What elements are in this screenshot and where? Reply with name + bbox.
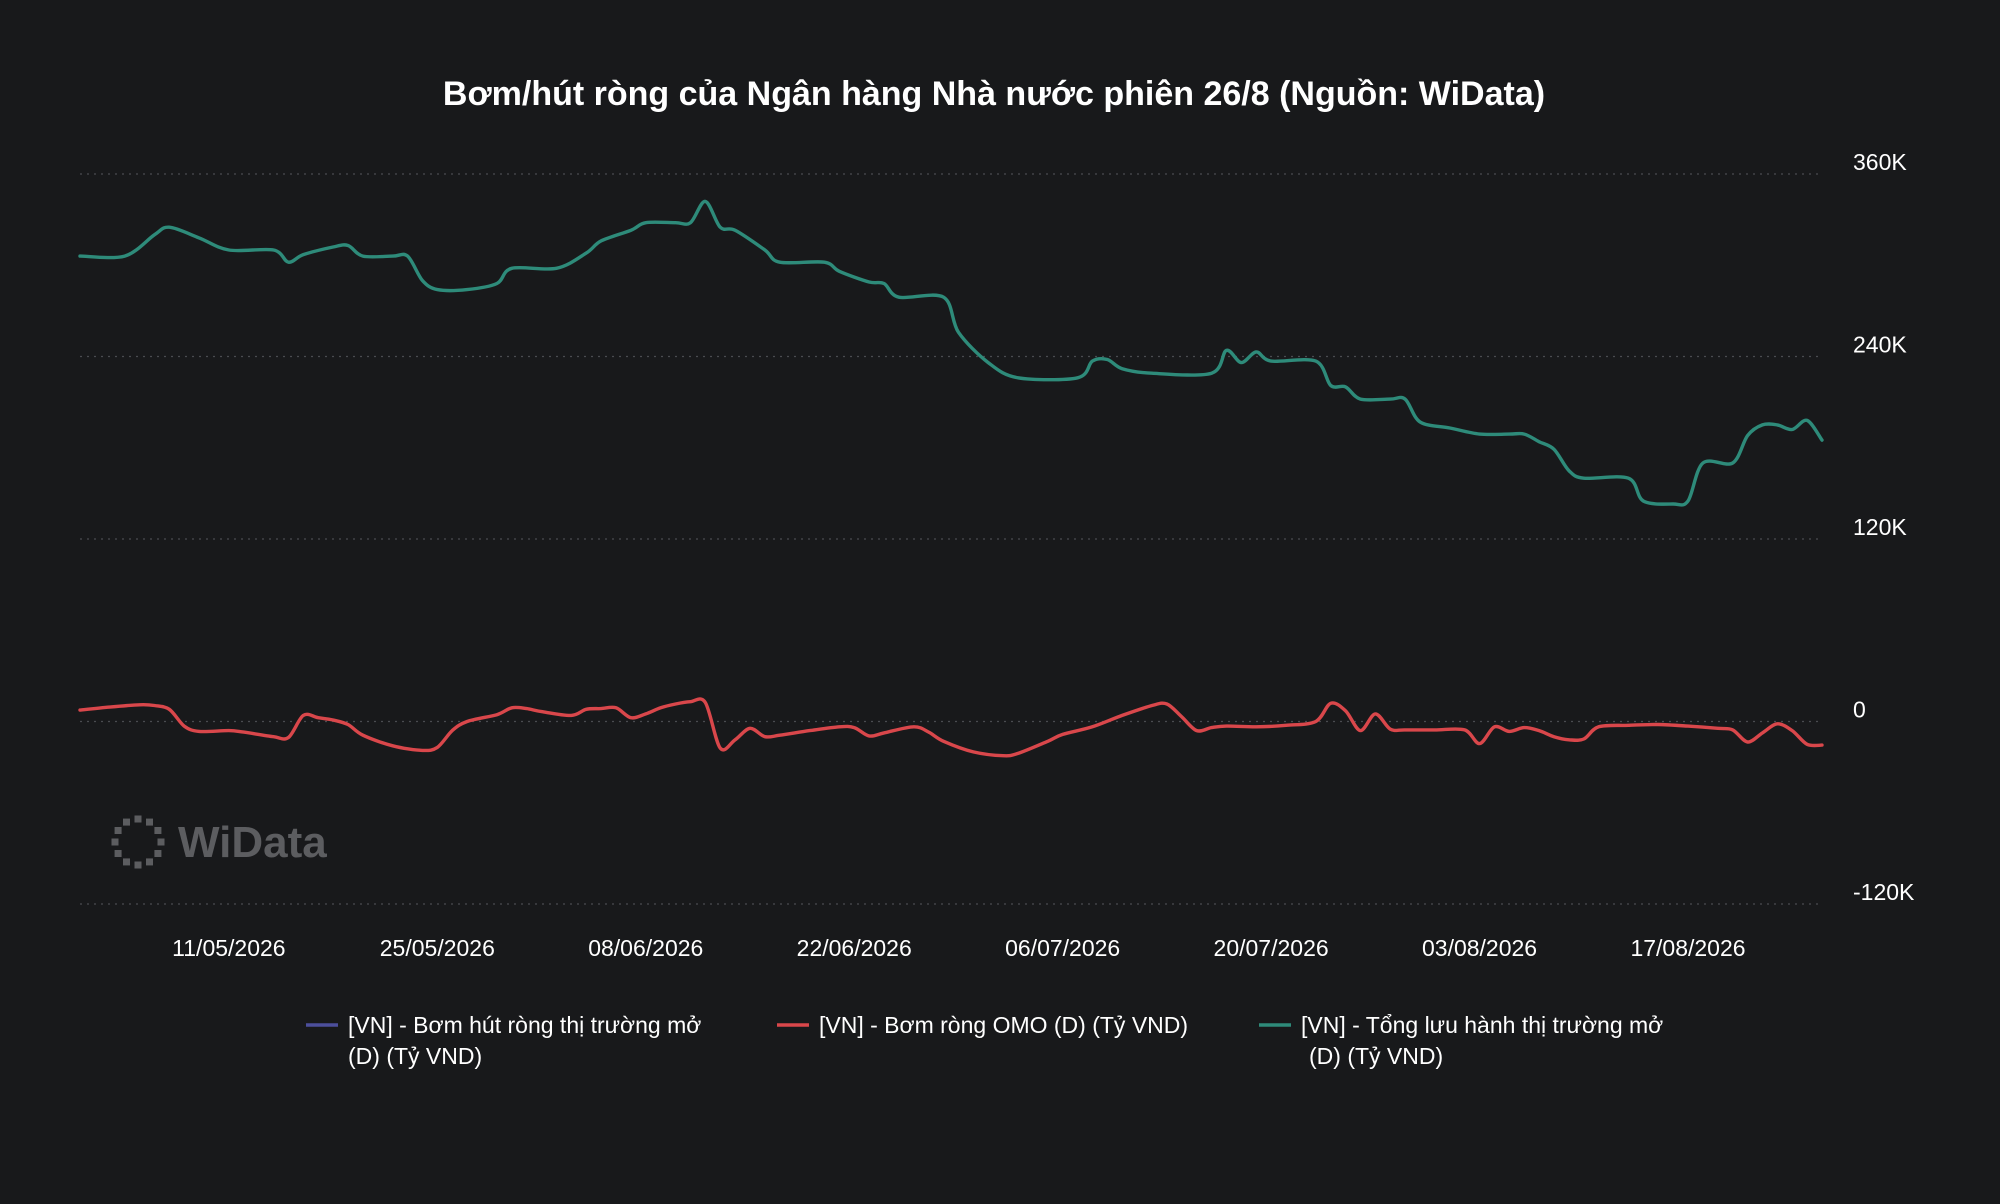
logo-dot [154,827,162,834]
x-tick-label: 03/08/2026 [1422,935,1537,961]
legend-item-2[interactable]: [VN] - Tổng lưu hành thị trường mở (D) (T… [1259,1012,1663,1069]
x-tick-label: 11/05/2026 [172,935,285,961]
y-axis-ticks: 360K 240K 120K 0 -120K [1853,149,1915,905]
x-tick-label: 25/05/2026 [380,935,495,961]
widata-logo-icon [111,815,165,869]
logo-dot [146,818,153,826]
x-tick-label: 06/07/2026 [1005,935,1120,961]
chart-title: Bơm/hút ròng của Ngân hàng Nhà nước phiê… [443,75,1545,113]
logo-dot [123,818,130,826]
watermark-text: WiData [178,818,327,867]
legend-label: [VN] - Bơm hút ròng thị trường mở [348,1012,701,1038]
legend-item-1[interactable]: [VN] - Bơm ròng OMO (D) (Tỷ VND) [777,1012,1188,1038]
x-tick-label: 08/06/2026 [588,935,703,961]
x-axis-ticks: 11/05/2026 25/05/2026 08/06/2026 22/06/2026… [172,935,1745,961]
x-tick-label: 22/06/2026 [797,935,912,961]
y-tick-label: 240K [1853,332,1907,358]
logo-dot [123,858,130,866]
legend-label: [VN] - Bơm ròng OMO (D) (Tỷ VND) [819,1012,1188,1038]
legend[interactable]: [VN] - Bơm hút ròng thị trường mở (D) (Tỷ… [306,1012,1663,1069]
series-layer [78,199,1824,758]
x-tick-label: 17/08/2026 [1630,935,1745,961]
logo-dot [146,858,153,866]
series-line-2 [78,199,1824,507]
logo-dot [134,861,142,869]
logo-dot [134,815,142,823]
logo-dot [114,850,122,857]
watermark: WiData [111,815,327,869]
grid-layer [80,173,1822,905]
series-line-1 [78,697,1824,758]
logo-dot [154,850,162,857]
y-tick-label: 360K [1853,149,1907,175]
y-tick-label: -120K [1853,879,1915,905]
legend-item-0[interactable]: [VN] - Bơm hút ròng thị trường mở (D) (Tỷ… [306,1012,701,1069]
logo-dot [111,838,119,846]
logo-dot [157,838,165,846]
legend-label: (D) (Tỷ VND) [348,1043,482,1069]
y-tick-label: 0 [1853,697,1866,723]
x-tick-label: 20/07/2026 [1214,935,1329,961]
y-tick-label: 120K [1853,514,1907,540]
logo-dot [114,827,122,834]
legend-label: [VN] - Tổng lưu hành thị trường mở [1301,1012,1663,1038]
legend-label: (D) (Tỷ VND) [1309,1043,1443,1069]
